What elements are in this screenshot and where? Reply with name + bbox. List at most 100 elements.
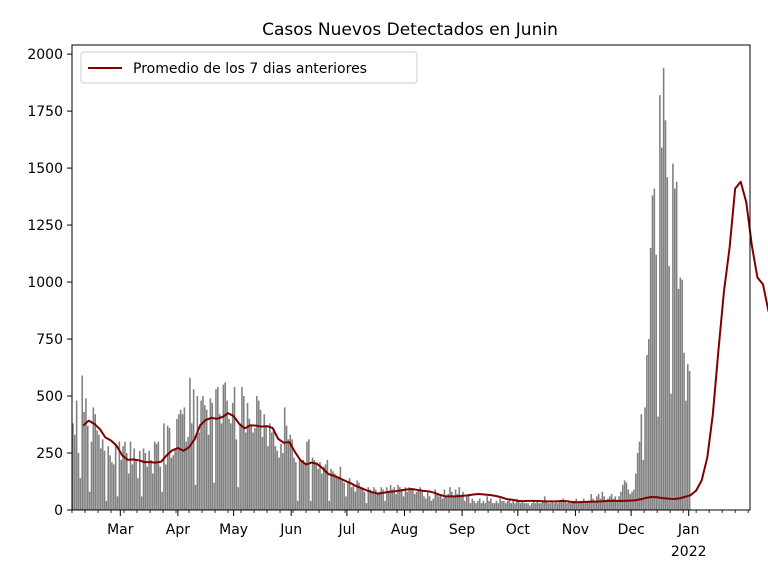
bar — [224, 382, 227, 510]
bar — [406, 491, 409, 510]
bar — [415, 491, 418, 510]
bar — [350, 487, 353, 510]
bar — [157, 441, 160, 510]
bar — [230, 423, 232, 510]
bar — [161, 491, 163, 510]
bar — [150, 459, 152, 510]
bar — [384, 500, 386, 510]
bar — [439, 494, 442, 510]
y-tick-label: 1750 — [27, 104, 63, 120]
bar — [445, 496, 448, 510]
bar — [118, 441, 121, 510]
x-tick-label: May — [219, 522, 248, 538]
bar — [488, 500, 490, 510]
bar — [306, 441, 308, 510]
bar — [543, 496, 546, 510]
bar — [269, 423, 271, 510]
bar — [319, 462, 321, 510]
bar — [296, 500, 299, 510]
bar — [555, 500, 557, 510]
bar — [347, 482, 349, 510]
bar — [588, 500, 591, 510]
bar — [525, 503, 527, 510]
x-tick-label: Jan — [677, 522, 700, 538]
bar — [361, 489, 364, 510]
bar — [209, 398, 212, 510]
bar — [120, 459, 123, 510]
bar — [371, 491, 373, 510]
bar — [594, 500, 596, 510]
bar — [380, 487, 383, 510]
bar — [434, 489, 436, 510]
bar — [287, 439, 290, 510]
y-tick-label: 1000 — [27, 275, 63, 291]
bar — [126, 453, 128, 510]
bar — [228, 418, 230, 510]
bar — [497, 503, 500, 510]
bar — [280, 443, 282, 510]
bar — [486, 496, 488, 510]
bar — [447, 494, 449, 510]
bar — [139, 450, 141, 510]
line-series — [82, 180, 768, 504]
bar — [397, 484, 399, 510]
bar — [592, 498, 594, 510]
bar — [185, 441, 188, 510]
bar — [629, 494, 631, 510]
bar — [493, 503, 496, 510]
bar — [298, 459, 301, 510]
bar — [96, 430, 98, 510]
bar — [412, 489, 414, 510]
bar — [72, 423, 74, 510]
bar — [358, 482, 360, 510]
bar — [246, 402, 249, 510]
bar — [189, 377, 191, 510]
bar — [282, 453, 284, 510]
bar — [92, 407, 95, 510]
bar — [382, 489, 384, 510]
bar — [367, 487, 370, 510]
bar — [235, 439, 238, 510]
bar — [642, 459, 644, 510]
bar — [205, 409, 208, 510]
bar — [675, 181, 678, 510]
bar — [621, 484, 624, 510]
bar — [373, 487, 375, 510]
bar — [265, 425, 267, 510]
bar — [436, 494, 438, 510]
bar — [428, 496, 431, 510]
bar — [330, 468, 332, 510]
bar — [237, 487, 240, 510]
bar — [651, 195, 654, 510]
bar — [451, 491, 453, 510]
bar-series — [72, 67, 691, 511]
bar — [183, 407, 186, 510]
bar — [393, 487, 396, 510]
bar — [549, 503, 552, 510]
bar — [399, 487, 401, 510]
y-tick-label: 1250 — [27, 218, 63, 234]
bar — [558, 500, 561, 510]
bar — [166, 425, 169, 510]
bar — [506, 500, 509, 510]
bar — [387, 491, 390, 510]
bar — [475, 503, 477, 510]
bar — [129, 441, 132, 510]
bar — [659, 95, 661, 511]
bar — [417, 489, 420, 510]
bar — [272, 427, 275, 510]
bar — [192, 389, 195, 510]
bar — [374, 489, 377, 510]
bar — [276, 450, 279, 510]
bar — [100, 448, 102, 510]
bar — [504, 503, 507, 510]
bar — [239, 423, 241, 510]
bar — [111, 462, 113, 510]
bar — [668, 266, 670, 510]
bar — [473, 500, 475, 510]
bar — [430, 500, 433, 510]
bar — [542, 500, 544, 510]
bar — [569, 503, 572, 510]
bar — [321, 473, 323, 510]
bar — [135, 459, 137, 510]
